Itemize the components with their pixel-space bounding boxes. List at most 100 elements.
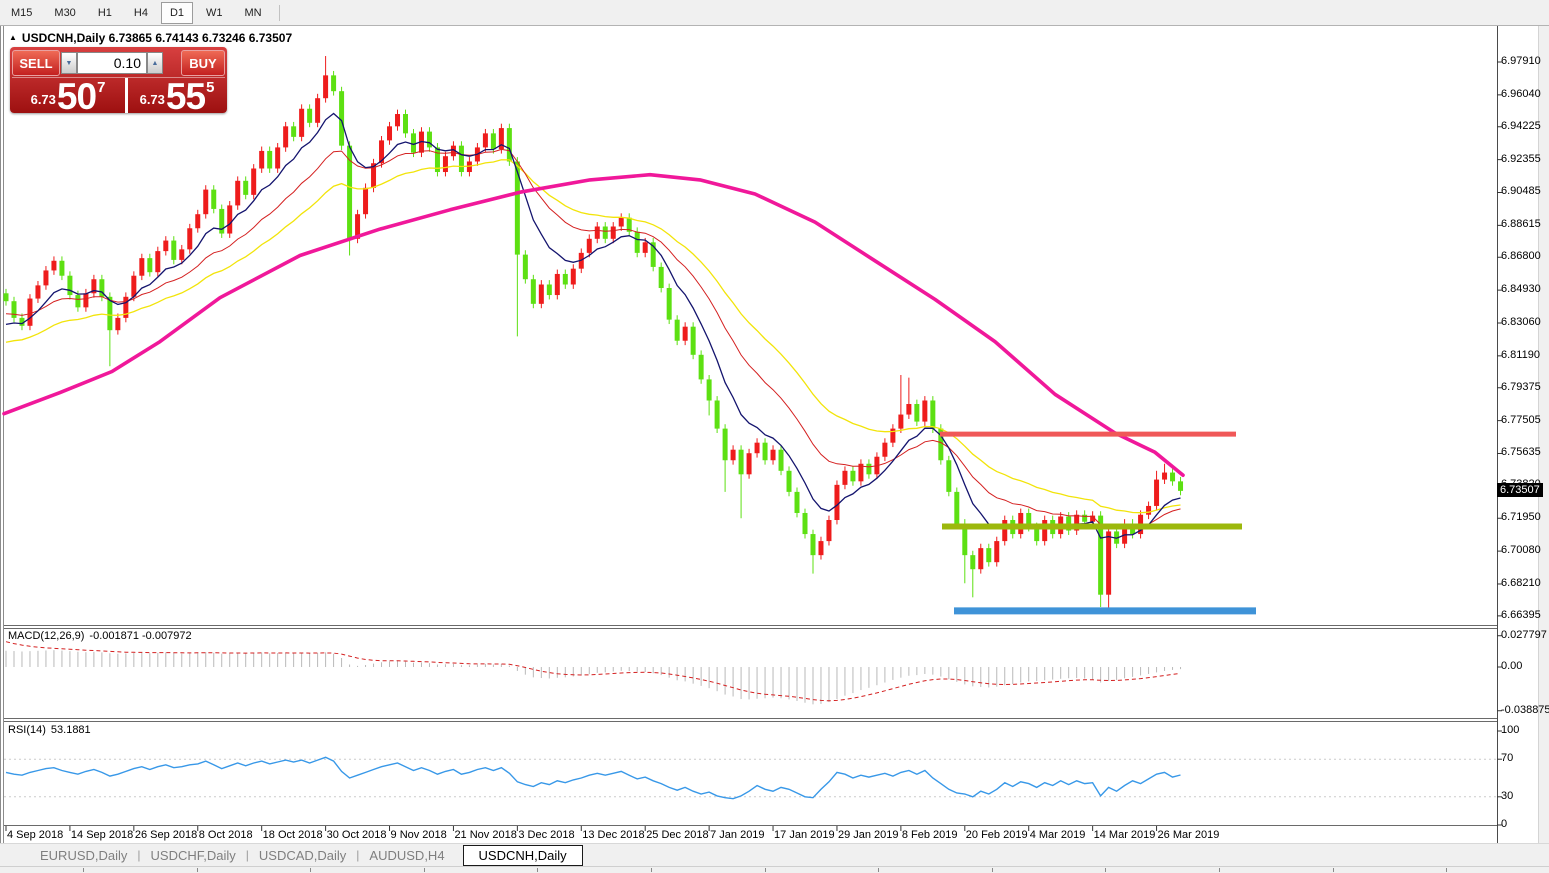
ruler-tick [1105,868,1106,872]
timeframe-button-mn[interactable]: MN [236,2,271,24]
chart-title: ▲ USDCNH,Daily 6.73865 6.74143 6.73246 6.… [9,31,292,45]
chart-title-text: USDCNH,Daily 6.73865 6.74143 6.73246 6.7… [21,31,293,45]
trade-panel-divider [125,78,128,113]
buy-price-pip: 5 [206,79,215,96]
ruler-tick [310,868,311,872]
current-price-tag: 6.73507 [1497,482,1543,497]
price-axis-label: 6.81190 [1501,348,1540,361]
right-scrollbar[interactable] [1538,26,1549,843]
bottom-ruler [0,866,1549,873]
date-axis-label: 30 Oct 2018 [326,829,387,841]
timeframe-buttons: M15 M30 H1 H4 D1 W1 MN [0,1,273,24]
date-axis-label: 4 Sep 2018 [7,829,64,841]
ruler-tick [424,868,425,872]
buy-price-base: 6.73 [139,92,165,107]
price-axis-label: 6.71950 [1501,511,1541,524]
buy-price[interactable]: 6.73 55 5 [129,75,225,117]
date-axis-label: 8 Oct 2018 [198,829,253,841]
timeframe-toolbar: M15 M30 H1 H4 D1 W1 MN [0,0,1549,26]
volume-decrease-button[interactable]: ▼ [61,52,77,74]
ruler-tick [992,868,993,872]
rsi-label: RSI(14) 53.1881 [8,724,91,736]
ruler-tick [537,868,538,872]
price-axis-label: 6.66395 [1501,608,1541,621]
price-axis-label: 6.94225 [1501,119,1541,132]
timeframe-button-m15[interactable]: M15 [2,2,41,24]
buy-button[interactable]: BUY [181,50,225,76]
sell-price-pip: 7 [97,79,106,96]
price-axis-label: 6.68210 [1501,576,1541,589]
price-axis-label: 6.88615 [1501,218,1541,231]
macd-axis-label: 0.027797 [1501,628,1547,641]
toolbar-separator [278,4,280,21]
price-axis-label: 6.83060 [1501,315,1541,328]
date-axis-label: 20 Feb 2019 [965,829,1028,841]
timeframe-button-h4[interactable]: H4 [125,2,157,24]
rsi-axis-label: 70 [1501,752,1514,765]
volume-increase-button[interactable]: ▲ [147,52,163,74]
triangle-up-icon: ▲ [151,60,159,67]
timeframe-button-d1[interactable]: D1 [160,1,193,24]
price-axis-label: 6.75635 [1501,446,1541,459]
ruler-tick [1219,868,1220,872]
tab-separator: | [356,848,360,862]
date-axis-label: 21 Nov 2018 [454,829,517,841]
sell-price-big: 50 [56,75,97,117]
sell-price-base: 6.73 [30,92,56,107]
rsi-value: 53.1881 [50,724,91,736]
timeframe-button-m30[interactable]: M30 [45,2,84,24]
timeframe-button-h1[interactable]: H1 [89,2,121,24]
price-axis-label: 6.90485 [1501,185,1541,198]
trade-panel-separator [12,77,225,78]
sell-button[interactable]: SELL [12,50,60,76]
tab-usdchf-daily[interactable]: USDCHF,Daily [150,847,236,863]
timeframe-button-w1[interactable]: W1 [197,2,232,24]
rsi-axis-label: 30 [1501,789,1514,802]
date-axis-label: 26 Sep 2018 [134,829,198,841]
ruler-tick [765,868,766,872]
macd-label: MACD(12,26,9) -0.001871 -0.007972 [8,630,192,642]
price-axis-label: 6.92355 [1501,152,1541,165]
ruler-tick [1333,868,1334,872]
tab-usdcnh-daily[interactable]: USDCNH,Daily [462,844,583,866]
date-axis-label: 29 Jan 2019 [837,829,899,841]
ruler-tick [878,868,879,872]
one-click-trade-panel: SELL ▼ 0.10 ▲ BUY 6.73 50 7 6.73 55 5 [10,47,227,117]
rsi-axis-label: 100 [1501,724,1520,736]
macd-axis-label: 0.00 [1501,660,1523,672]
buy-price-big: 55 [165,75,206,117]
date-axis-label: 14 Mar 2019 [1093,829,1156,841]
tab-audusd-h4[interactable]: AUDUSD,H4 [369,847,445,863]
tab-separator: | [245,848,249,862]
date-axis-label: 17 Jan 2019 [774,829,835,841]
date-axis-label: 14 Sep 2018 [70,829,134,841]
tab-eurusd-daily[interactable]: EURUSD,Daily [40,847,128,863]
date-axis-label: 25 Dec 2018 [646,829,709,841]
sell-price[interactable]: 6.73 50 7 [12,75,124,117]
price-axis-label: 6.84930 [1501,283,1541,296]
date-axis-label: 9 Nov 2018 [390,829,447,841]
macd-values: -0.001871 -0.007972 [89,630,192,642]
date-axis-label: 3 Dec 2018 [518,829,575,841]
volume-input[interactable]: 0.10 [77,52,147,74]
collapse-arrow-icon[interactable]: ▲ [9,33,17,42]
price-axis-label: 6.77505 [1501,413,1541,426]
date-axis-label: 8 Feb 2019 [901,829,958,841]
date-axis-label: 13 Dec 2018 [582,829,645,841]
price-axis-label: 6.97910 [1501,55,1541,67]
tab-separator: | [137,848,141,862]
date-axis-label: 26 Mar 2019 [1157,829,1220,841]
date-axis-label: 18 Oct 2018 [262,829,323,841]
macd-title: MACD(12,26,9) [8,630,85,642]
tab-usdcad-daily[interactable]: USDCAD,Daily [258,847,347,863]
ruler-tick [197,868,198,872]
price-axis-label: 6.79375 [1501,380,1541,393]
price-axis-label: 6.96040 [1501,87,1541,100]
ruler-tick [83,868,84,872]
triangle-down-icon: ▼ [65,60,73,67]
rsi-axis-label: 0 [1501,818,1508,830]
symbol-tab-bar: EURUSD,Daily | USDCHF,Daily | USDCAD,Daily | A… [0,843,1549,866]
macd-axis-label: -0.038875 [1501,703,1549,716]
